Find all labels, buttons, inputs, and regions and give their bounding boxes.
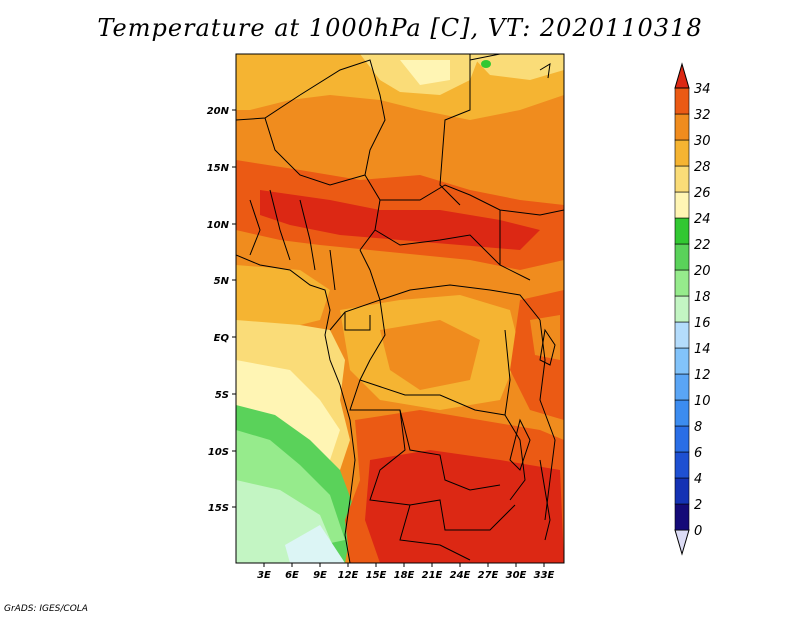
colorbar-segment — [674, 191, 690, 219]
lat-tick-label: 5N — [214, 276, 230, 287]
lat-tick-label: 5S — [215, 390, 229, 401]
colorbar-segment — [674, 165, 690, 193]
colorbar-segment — [674, 139, 690, 167]
lon-tick-label: 30E — [506, 570, 527, 581]
lon-tick-label: 12E — [338, 570, 359, 581]
lat-tick-label: 15N — [207, 163, 230, 174]
colorbar-label: 22 — [694, 238, 711, 253]
grads-credit: GrADS: IGES/COLA — [4, 604, 88, 614]
temperature-field — [236, 54, 564, 563]
colorbar-segment — [674, 217, 690, 245]
country-borders — [236, 54, 564, 563]
lat-tick-label: EQ — [214, 333, 230, 344]
colorbar-segment — [674, 321, 690, 349]
colorbar-label: 4 — [694, 472, 702, 487]
latitude-axis: 20N 15N 10N 5N EQ 5S 10S 15S — [207, 106, 236, 514]
lat-tick-label: 15S — [208, 503, 229, 514]
colorbar-label: 32 — [694, 108, 711, 123]
lat-tick-label: 10S — [208, 447, 229, 458]
colorbar-segment — [674, 425, 690, 453]
colorbar-min-triangle — [674, 529, 690, 556]
lon-tick-label: 24E — [450, 570, 471, 581]
colorbar-label: 28 — [694, 160, 711, 175]
colorbar-label: 26 — [694, 186, 711, 201]
lon-tick-label: 33E — [534, 570, 555, 581]
colorbar-label: 18 — [694, 290, 711, 305]
lon-tick-label: 3E — [257, 570, 271, 581]
colorbar-segment — [674, 451, 690, 479]
colorbar-label: 2 — [694, 498, 702, 513]
lon-tick-label: 18E — [394, 570, 415, 581]
colorbar-label: 20 — [694, 264, 711, 279]
colorbar-label: 14 — [694, 342, 711, 357]
colorbar-segment — [674, 87, 690, 115]
lon-tick-label: 21E — [422, 570, 443, 581]
lon-tick-label: 15E — [366, 570, 387, 581]
colorbar-label: 16 — [694, 316, 711, 331]
longitude-axis: 3E 6E 9E 12E 15E 18E 21E 24E 27E 30E 33E — [257, 563, 555, 581]
colorbar-label: 24 — [694, 212, 711, 227]
colorbar-segment — [674, 399, 690, 427]
lat-tick-label: 20N — [207, 106, 230, 117]
colorbar-label: 6 — [694, 446, 702, 461]
lat-tick-label: 10N — [207, 220, 230, 231]
colorbar-segment — [674, 477, 690, 505]
map-frame — [235, 53, 565, 564]
colorbar-segment — [674, 295, 690, 323]
colorbar-label: 0 — [694, 524, 702, 539]
map-title: Temperature at 1000hPa [C], VT: 20201103… — [97, 14, 703, 42]
lon-tick-label: 6E — [285, 570, 299, 581]
colorbar-label: 30 — [694, 134, 711, 149]
colorbar-label: 12 — [694, 368, 711, 383]
colorbar-label: 10 — [694, 394, 711, 409]
colorbar-segment — [674, 373, 690, 401]
lon-tick-label: 27E — [478, 570, 499, 581]
lon-tick-label: 9E — [313, 570, 327, 581]
colorbar-label: 8 — [694, 420, 702, 435]
colorbar-max-triangle — [674, 62, 690, 89]
colorbar-segment — [674, 503, 690, 531]
colorbar-label: 34 — [694, 82, 711, 97]
colorbar-segment — [674, 113, 690, 141]
colorbar-segment — [674, 243, 690, 271]
colorbar-segment — [674, 347, 690, 375]
colorbar-segment — [674, 269, 690, 297]
